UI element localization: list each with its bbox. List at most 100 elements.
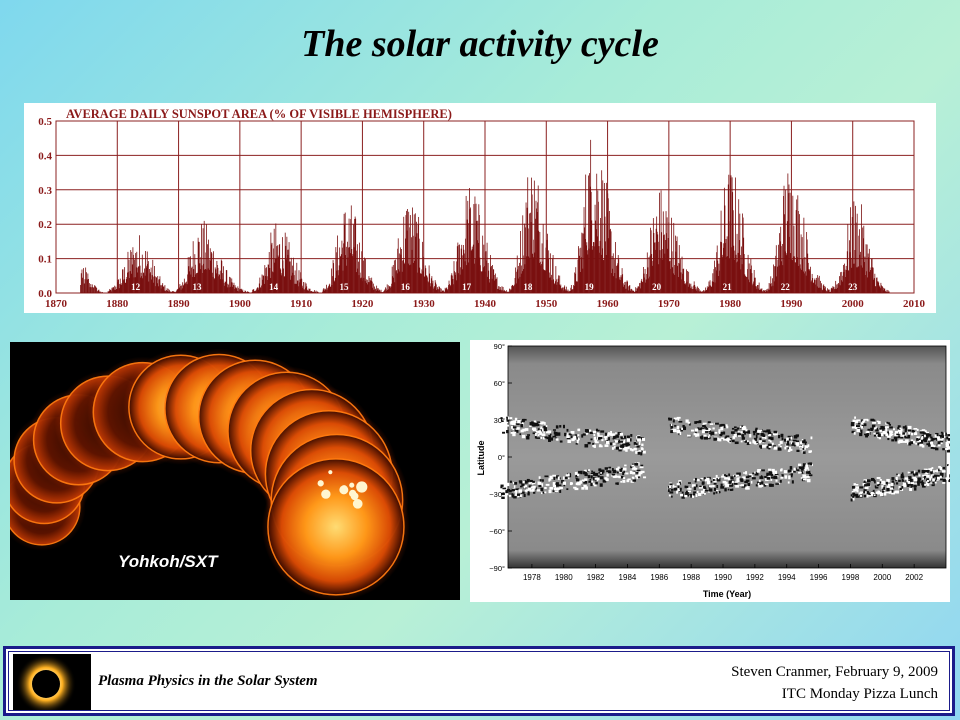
magnetic-flux-speck: [513, 489, 518, 493]
magnetic-flux-speck: [857, 427, 860, 430]
magnetic-flux-speck: [920, 481, 923, 484]
magnetic-flux-speck: [729, 440, 732, 443]
magnetic-flux-speck: [759, 476, 764, 479]
magnetic-flux-speck: [693, 433, 697, 436]
magnetic-flux-speck: [856, 419, 861, 422]
magnetic-flux-speck: [781, 474, 784, 477]
magnetic-flux-speck: [604, 437, 607, 441]
magnetic-flux-speck: [512, 427, 514, 431]
magnetic-flux-speck: [868, 492, 871, 495]
footer-course-title: Plasma Physics in the Solar System: [98, 673, 318, 689]
magnetic-flux-speck: [886, 488, 890, 492]
magnetic-flux-speck: [514, 417, 518, 421]
sunspot-ytick-label: 0.2: [38, 219, 52, 231]
magnetic-flux-speck: [770, 483, 774, 487]
magnetic-flux-speck: [768, 471, 773, 475]
magnetic-flux-speck: [930, 436, 933, 439]
magnetic-flux-speck: [608, 437, 610, 441]
magnetic-flux-speck: [669, 483, 673, 486]
magnetic-flux-speck: [542, 436, 545, 440]
magnetic-flux-speck: [908, 479, 911, 482]
magnetic-flux-speck: [878, 437, 882, 440]
magnetic-flux-speck: [927, 480, 929, 482]
sunspot-cycle-bars: [383, 207, 446, 293]
magnetic-flux-speck: [908, 431, 911, 435]
magnetic-flux-speck: [919, 440, 924, 444]
active-region: [340, 485, 348, 492]
magnetic-flux-speck: [941, 466, 946, 470]
magnetic-flux-speck: [758, 484, 762, 488]
magnetic-flux-speck: [769, 473, 774, 476]
magnetic-flux-speck: [904, 427, 908, 431]
magnetic-flux-speck: [796, 444, 799, 447]
magnetic-flux-speck: [515, 488, 520, 491]
magnetic-flux-speck: [545, 431, 549, 434]
magnetic-flux-speck: [744, 481, 748, 484]
magnetic-flux-speck: [708, 488, 713, 492]
magnetic-flux-speck: [940, 472, 944, 476]
magnetic-flux-speck: [597, 474, 600, 478]
magnetic-flux-speck: [767, 431, 772, 435]
magnetic-flux-speck: [701, 481, 705, 484]
magnetic-flux-speck: [910, 483, 913, 488]
magnetic-flux-speck: [508, 489, 512, 493]
magnetic-flux-speck: [553, 476, 556, 481]
magnetic-flux-speck: [638, 471, 643, 475]
magnetic-flux-speck: [684, 485, 687, 488]
sunspot-xtick-label: 1970: [658, 298, 681, 310]
magnetic-flux-speck: [532, 485, 536, 489]
magnetic-flux-speck: [564, 432, 567, 437]
magnetic-flux-speck: [691, 429, 695, 432]
magnetic-flux-speck: [768, 438, 771, 442]
magnetic-flux-speck: [514, 481, 518, 485]
magnetic-flux-speck: [565, 474, 570, 477]
magnetic-flux-speck: [623, 447, 627, 451]
magnetic-flux-speck: [531, 488, 535, 492]
magnetic-flux-speck: [734, 428, 738, 432]
magnetic-flux-speck: [702, 422, 707, 425]
magnetic-flux-speck: [573, 486, 577, 489]
magnetic-flux-speck: [624, 464, 627, 467]
magnetic-flux-speck: [506, 417, 510, 420]
butterfly-diagram-svg: 90° 60° 30° 0° −30° −60° −90° 1978 1980 1982 1984…: [476, 342, 960, 599]
magnetic-flux-speck: [864, 484, 868, 487]
magnetic-flux-speck: [723, 438, 727, 441]
magnetic-flux-speck: [944, 432, 947, 436]
magnetic-flux-speck: [615, 432, 617, 435]
magnetic-flux-speck: [595, 472, 599, 477]
magnetic-flux-speck: [635, 451, 639, 454]
magnetic-flux-speck: [942, 437, 944, 440]
magnetic-flux-speck: [867, 428, 871, 433]
magnetic-flux-speck: [566, 488, 569, 491]
magnetic-flux-speck: [679, 481, 681, 485]
magnetic-flux-speck: [898, 479, 901, 482]
magnetic-flux-speck: [600, 472, 602, 474]
magnetic-flux-speck: [895, 482, 899, 485]
magnetic-flux-speck: [744, 432, 746, 435]
magnetic-flux-speck: [600, 430, 605, 433]
magnetic-flux-speck: [598, 468, 602, 471]
magnetic-flux-speck: [734, 475, 736, 478]
magnetic-flux-speck: [922, 474, 926, 477]
magnetic-flux-speck: [934, 434, 937, 438]
magnetic-flux-speck: [928, 468, 931, 471]
magnetic-flux-speck: [754, 472, 759, 476]
sun-disk: [267, 458, 405, 596]
slide-footer: Plasma Physics in the Solar System Steve…: [3, 646, 955, 716]
magnetic-flux-speck: [852, 492, 855, 495]
magnetic-flux-speck: [924, 437, 928, 440]
magnetic-flux-speck: [704, 489, 709, 492]
magnetic-flux-speck: [511, 420, 516, 423]
magnetic-flux-speck: [790, 473, 793, 476]
magnetic-flux-speck: [754, 441, 758, 445]
magnetic-flux-speck: [687, 482, 691, 484]
magnetic-flux-speck: [940, 478, 943, 481]
magnetic-flux-speck: [557, 484, 562, 487]
magnetic-flux-speck: [754, 429, 758, 432]
magnetic-flux-speck: [643, 476, 647, 479]
magnetic-flux-speck: [784, 475, 788, 479]
magnetic-flux-speck: [523, 486, 526, 489]
magnetic-flux-speck: [728, 480, 732, 484]
sunspot-xtick-label: 1900: [229, 298, 252, 310]
magnetic-flux-speck: [598, 445, 603, 448]
